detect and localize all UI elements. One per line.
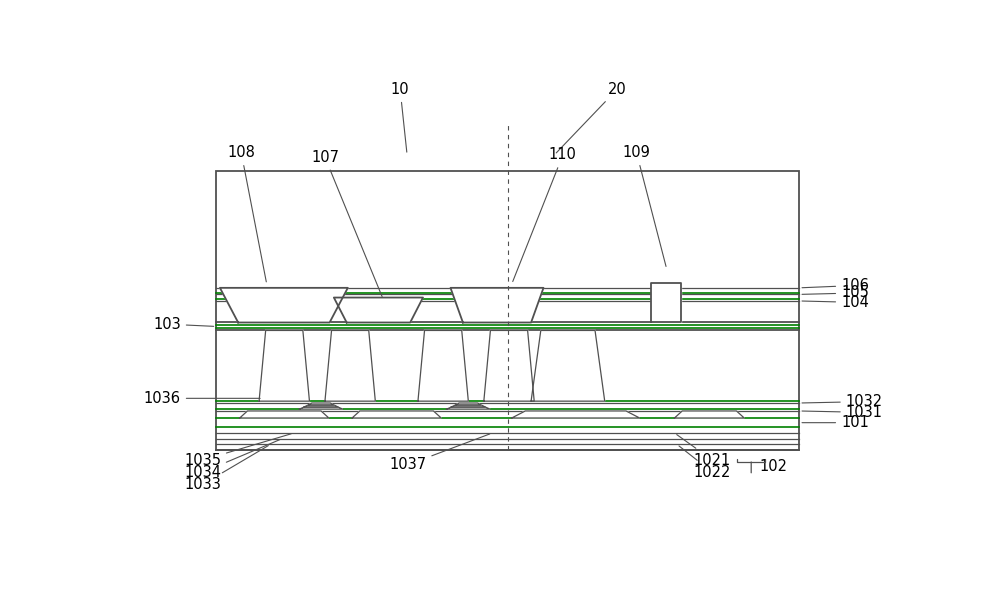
Text: 103: 103 [153,317,214,331]
Polygon shape [309,403,333,405]
Polygon shape [259,331,309,401]
Polygon shape [325,331,375,401]
Polygon shape [674,411,744,418]
Text: 105: 105 [802,286,869,300]
Text: 20: 20 [556,82,626,153]
Polygon shape [456,403,481,405]
Text: 107: 107 [311,150,386,306]
Text: 101: 101 [802,415,869,430]
Polygon shape [484,331,534,401]
Text: 1022: 1022 [679,446,731,480]
Text: 1036: 1036 [144,391,260,406]
Polygon shape [512,411,640,418]
Polygon shape [651,283,681,322]
Polygon shape [352,411,441,418]
Text: 1034: 1034 [184,440,280,480]
Polygon shape [334,297,423,322]
Polygon shape [531,331,605,401]
Bar [216,171,799,450]
Text: 1033: 1033 [184,446,268,492]
Text: 1021: 1021 [677,435,731,468]
Text: 110: 110 [513,147,577,282]
Polygon shape [220,288,348,322]
Polygon shape [240,411,329,418]
Polygon shape [450,288,544,322]
Polygon shape [418,331,468,401]
Polygon shape [451,405,485,407]
Text: 10: 10 [391,82,409,152]
Text: 1037: 1037 [389,434,490,472]
Text: 109: 109 [623,145,666,266]
Text: 1031: 1031 [802,405,883,420]
Text: 104: 104 [802,295,869,310]
Polygon shape [299,407,343,409]
Text: 1032: 1032 [802,394,883,409]
Polygon shape [304,405,338,407]
Text: 106: 106 [802,278,869,293]
Text: 108: 108 [227,145,266,282]
Text: 1035: 1035 [184,434,291,468]
Text: 102: 102 [759,458,787,474]
Polygon shape [447,407,490,409]
